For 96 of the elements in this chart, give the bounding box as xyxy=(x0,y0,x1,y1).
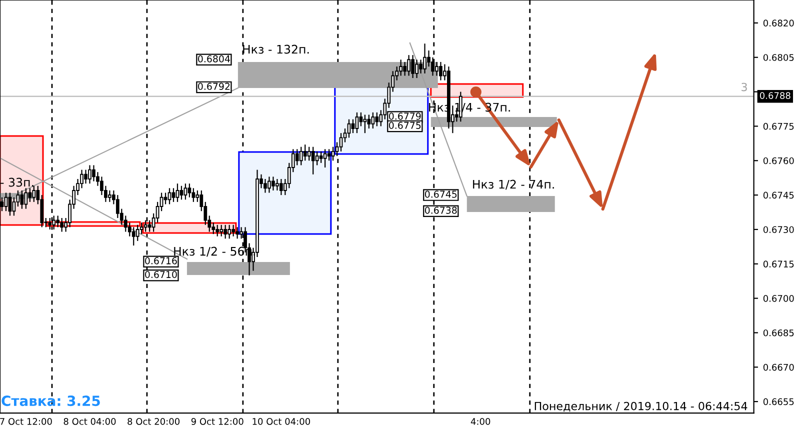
annotation: 3 xyxy=(742,82,747,92)
candlestick xyxy=(24,188,28,210)
candlestick xyxy=(411,54,414,79)
candlestick xyxy=(32,185,36,202)
x-tick-label: 10 Oct 04:00 xyxy=(252,418,310,425)
x-tick-label: 7 Oct 12:00 xyxy=(0,418,52,425)
candlestick xyxy=(192,188,196,202)
candlestick xyxy=(399,59,403,76)
candlestick xyxy=(56,215,60,228)
annotation: 0.6779 xyxy=(389,112,421,120)
y-tick-label: 0.6685 xyxy=(763,329,794,336)
x-tick-label: 8 Oct 04:00 xyxy=(64,418,116,425)
y-tick-label: 0.6760 xyxy=(763,157,794,164)
candlestick xyxy=(272,176,275,192)
candlestick xyxy=(371,112,375,130)
annotation: Нкз - 132п. xyxy=(243,44,309,54)
candlestick xyxy=(311,146,315,175)
x-tick-label: 9 Oct 12:00 xyxy=(191,418,244,425)
candlestick xyxy=(16,190,20,208)
candlestick xyxy=(323,148,327,168)
candlestick xyxy=(331,146,335,162)
candlestick xyxy=(276,178,279,192)
candlestick xyxy=(4,192,8,212)
annotation: 0.6710 xyxy=(145,270,177,278)
candlestick xyxy=(228,224,232,240)
candlestick xyxy=(315,150,319,166)
candlestick xyxy=(439,61,442,81)
annotation: 0.6804 xyxy=(198,55,230,62)
candlestick xyxy=(363,114,367,134)
candlestick xyxy=(435,61,438,76)
y-tick-label: 0.6805 xyxy=(763,54,794,61)
candlestick xyxy=(188,183,192,198)
candlestick xyxy=(224,224,228,240)
annotation: 0.6792 xyxy=(198,82,230,90)
y-tick-label: 0.6820 xyxy=(763,20,794,27)
candlestick xyxy=(220,224,224,237)
candlestick xyxy=(88,164,92,184)
y-tick-label: 0.6745 xyxy=(763,192,794,199)
candlestick xyxy=(232,224,236,237)
candlestick xyxy=(136,224,140,242)
candlestick xyxy=(280,178,283,196)
y-tick-label: 0.6655 xyxy=(763,398,794,406)
candlestick xyxy=(419,59,422,74)
candlestick xyxy=(28,188,32,202)
candlestick xyxy=(156,201,160,224)
candlestick xyxy=(403,61,407,76)
candlestick xyxy=(12,196,16,216)
candlestick xyxy=(172,188,176,202)
candlestick xyxy=(415,59,418,79)
y-tick-label: 0.6670 xyxy=(763,364,794,371)
y-tick-label: 0.6730 xyxy=(763,226,794,234)
annotation: Ставка: 3.25 xyxy=(2,396,100,406)
y-tick-label: 0.6715 xyxy=(763,260,794,268)
candlestick xyxy=(132,226,136,246)
candlestick xyxy=(367,114,371,130)
candlestick xyxy=(319,150,323,164)
annotation: Понедельник / 2019.10.14 - 06:44:54 xyxy=(534,402,748,412)
annotation: 0.6738 xyxy=(424,206,457,214)
annotation: - 33п. xyxy=(0,178,34,187)
y-tick-label: 0.6700 xyxy=(763,295,794,302)
candlestick xyxy=(359,112,363,127)
candlestick xyxy=(108,190,112,202)
candlestick xyxy=(295,148,299,166)
candlestick xyxy=(407,54,410,76)
candlestick xyxy=(124,215,128,232)
candlestick xyxy=(347,118,351,138)
candlestick xyxy=(236,226,239,240)
candlestick xyxy=(303,144,307,162)
candlestick xyxy=(375,112,379,127)
candlestick xyxy=(164,192,168,205)
candlestick xyxy=(20,190,24,210)
candlestick xyxy=(355,112,359,134)
x-tick-label: 4:00 xyxy=(470,418,490,425)
candlestick xyxy=(60,217,64,232)
y-tick-label: 0.6775 xyxy=(763,122,794,130)
candlestick xyxy=(307,146,311,162)
candlestick xyxy=(140,222,144,235)
candlestick xyxy=(176,183,180,202)
candlestick xyxy=(299,146,303,166)
annotation: Нкз 1/2 - 74п. xyxy=(473,180,554,190)
candlestick xyxy=(184,183,188,200)
ref-line-label: 0.6788 xyxy=(760,92,790,99)
candlestick xyxy=(351,118,355,134)
x-tick-label: 8 Oct 20:00 xyxy=(128,418,180,425)
candlestick xyxy=(423,43,426,74)
annotation: 0.6716 xyxy=(145,257,177,264)
candlestick xyxy=(216,224,220,237)
annotation: 0.6745 xyxy=(424,190,457,198)
candlestick xyxy=(339,132,343,152)
candlestick xyxy=(268,176,271,194)
candlestick xyxy=(92,164,96,182)
candlestick xyxy=(264,178,267,194)
annotation: 0.6775 xyxy=(389,122,421,129)
candlestick xyxy=(327,148,331,162)
candlestick xyxy=(84,169,88,184)
candlestick xyxy=(180,185,184,200)
